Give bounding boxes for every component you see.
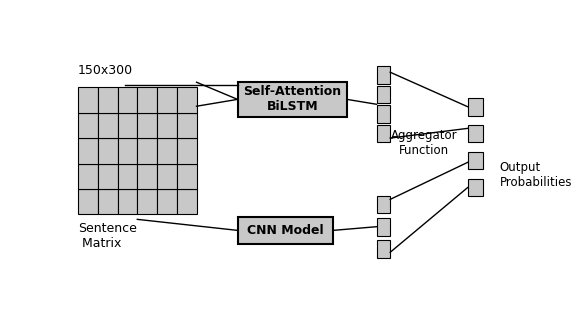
- Bar: [376, 218, 390, 236]
- Bar: [118, 138, 137, 163]
- Bar: [467, 152, 483, 169]
- Bar: [118, 113, 137, 138]
- Bar: [177, 163, 196, 189]
- Bar: [157, 87, 177, 113]
- Bar: [177, 138, 196, 163]
- Text: Self-Attention
BiLSTM: Self-Attention BiLSTM: [243, 85, 341, 114]
- Bar: [376, 105, 390, 123]
- Bar: [78, 189, 98, 214]
- Bar: [376, 66, 390, 84]
- Bar: [376, 196, 390, 213]
- Bar: [177, 113, 196, 138]
- Bar: [98, 113, 118, 138]
- Bar: [78, 87, 98, 113]
- Bar: [467, 179, 483, 196]
- Bar: [98, 138, 118, 163]
- Bar: [98, 87, 118, 113]
- Text: CNN Model: CNN Model: [247, 224, 324, 237]
- Bar: [376, 125, 390, 142]
- Bar: [238, 217, 333, 244]
- Text: 150x300: 150x300: [78, 64, 133, 77]
- Bar: [467, 98, 483, 115]
- Bar: [118, 189, 137, 214]
- Bar: [98, 189, 118, 214]
- Bar: [157, 189, 177, 214]
- Text: Output
Probabilities: Output Probabilities: [500, 161, 572, 189]
- Bar: [118, 87, 137, 113]
- Bar: [78, 163, 98, 189]
- Bar: [157, 138, 177, 163]
- Bar: [376, 240, 390, 258]
- Bar: [137, 138, 157, 163]
- Bar: [137, 163, 157, 189]
- Bar: [137, 113, 157, 138]
- Bar: [137, 189, 157, 214]
- Bar: [177, 87, 196, 113]
- Bar: [137, 87, 157, 113]
- Bar: [177, 189, 196, 214]
- Bar: [238, 82, 347, 116]
- Text: Sentence
 Matrix: Sentence Matrix: [78, 222, 137, 250]
- Text: Aggregator
Function: Aggregator Function: [391, 129, 457, 157]
- Bar: [157, 113, 177, 138]
- Bar: [98, 163, 118, 189]
- Bar: [376, 86, 390, 103]
- Bar: [467, 125, 483, 142]
- Bar: [78, 138, 98, 163]
- Bar: [78, 113, 98, 138]
- Bar: [157, 163, 177, 189]
- Bar: [118, 163, 137, 189]
